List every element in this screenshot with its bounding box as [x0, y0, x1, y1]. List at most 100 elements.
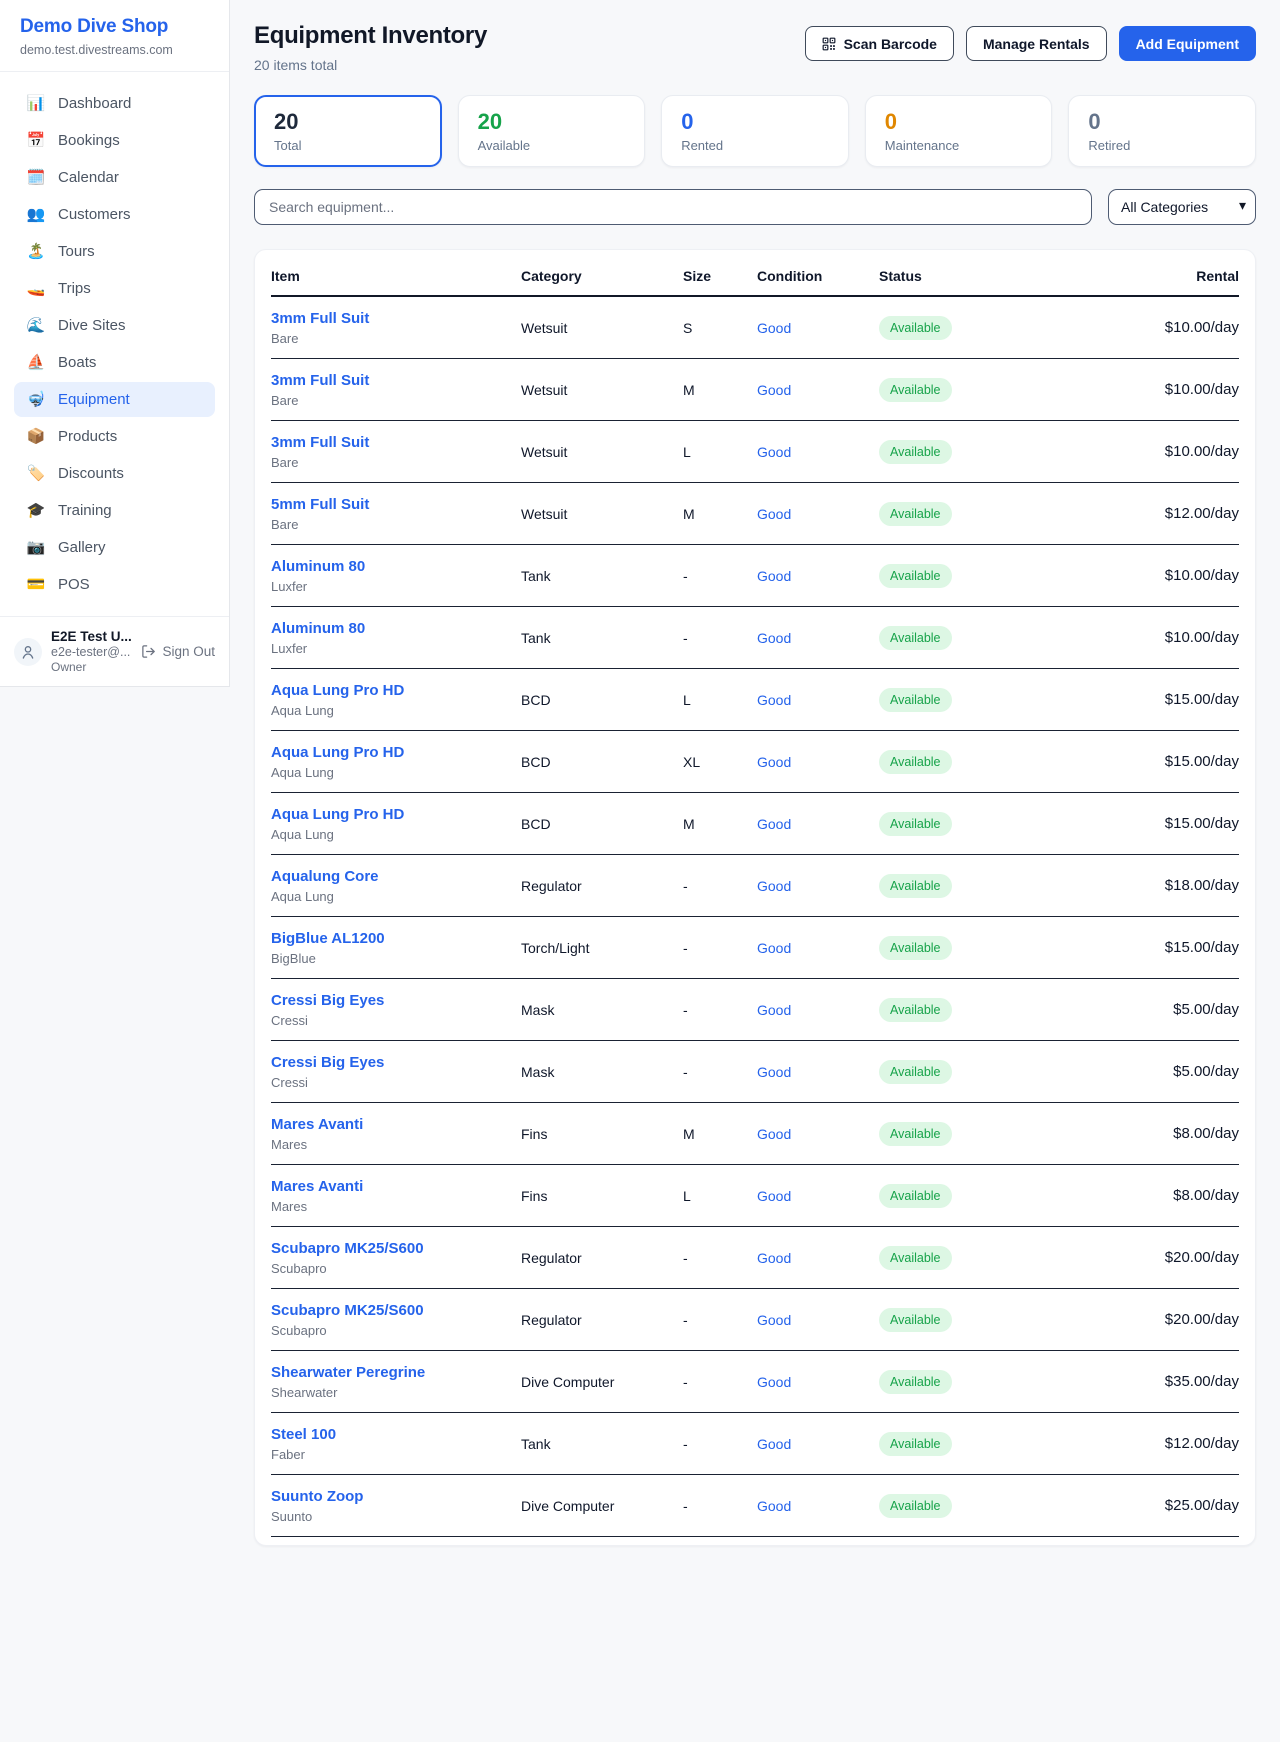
item-size: L — [683, 443, 691, 460]
nav-icon: 🌊 — [26, 317, 46, 334]
item-name-link[interactable]: 3mm Full Suit — [271, 309, 370, 327]
item-cell: Mares Avanti Mares — [271, 1178, 521, 1214]
table-row: Mares Avanti Mares Fins L Good Available… — [271, 1165, 1239, 1227]
item-rental: $35.00/day — [1164, 1373, 1239, 1390]
item-name-link[interactable]: Scubapro MK25/S600 — [271, 1239, 424, 1257]
sidebar-item-discounts[interactable]: 🏷️ Discounts — [14, 456, 215, 491]
nav-icon: 🏷️ — [26, 465, 46, 482]
table-row: Cressi Big Eyes Cressi Mask - Good Avail… — [271, 1041, 1239, 1103]
item-condition-link[interactable]: Good — [757, 1249, 792, 1266]
column-rental: Rental — [1196, 268, 1239, 284]
item-condition-link[interactable]: Good — [757, 1373, 792, 1390]
item-condition-link[interactable]: Good — [757, 319, 792, 336]
item-status-cell: Available — [879, 1059, 1017, 1084]
item-name-link[interactable]: Steel 100 — [271, 1425, 337, 1443]
item-name-link[interactable]: Aqua Lung Pro HD — [271, 681, 405, 699]
sidebar-item-products[interactable]: 📦 Products — [14, 419, 215, 454]
item-size: - — [683, 939, 688, 956]
item-condition-link[interactable]: Good — [757, 1497, 792, 1514]
item-name-link[interactable]: Mares Avanti — [271, 1177, 364, 1195]
item-name-link[interactable]: Shearwater Peregrine — [271, 1363, 426, 1381]
item-condition-link[interactable]: Good — [757, 1063, 792, 1080]
sidebar-item-dashboard[interactable]: 📊 Dashboard — [14, 86, 215, 121]
item-cell: Suunto Zoop Suunto — [271, 1488, 521, 1524]
nav-icon: 📅 — [26, 132, 46, 149]
table-row: Aqua Lung Pro HD Aqua Lung BCD XL Good A… — [271, 731, 1239, 793]
sidebar-item-equipment[interactable]: 🤿 Equipment — [14, 382, 215, 417]
item-condition-link[interactable]: Good — [757, 443, 792, 460]
stat-card-retired[interactable]: 0 Retired — [1068, 95, 1256, 167]
item-name-link[interactable]: Aluminum 80 — [271, 619, 366, 637]
column-status: Status — [879, 268, 922, 284]
status-badge: Available — [879, 1493, 952, 1518]
item-name-link[interactable]: Cressi Big Eyes — [271, 1053, 385, 1071]
item-condition-link[interactable]: Good — [757, 1187, 792, 1204]
item-name-link[interactable]: Cressi Big Eyes — [271, 991, 385, 1009]
table-row: Aqua Lung Pro HD Aqua Lung BCD L Good Av… — [271, 669, 1239, 731]
item-condition-link[interactable]: Good — [757, 753, 792, 770]
sign-out-icon — [141, 644, 156, 659]
manage-rentals-button[interactable]: Manage Rentals — [965, 26, 1107, 61]
item-condition-link[interactable]: Good — [757, 567, 792, 584]
item-name-link[interactable]: 5mm Full Suit — [271, 495, 370, 513]
item-condition-link[interactable]: Good — [757, 629, 792, 646]
category-select[interactable]: All Categories — [1108, 189, 1256, 225]
nav-icon: 💳 — [26, 576, 46, 593]
page-header: Equipment Inventory 20 items total — [254, 22, 1256, 73]
stat-card-total[interactable]: 20 Total — [254, 95, 442, 167]
stat-card-maintenance[interactable]: 0 Maintenance — [864, 95, 1053, 167]
sidebar-item-training[interactable]: 🎓 Training — [14, 493, 215, 528]
item-category: BCD — [521, 691, 551, 708]
brand-domain: demo.test.divestreams.com — [20, 43, 173, 57]
search-input[interactable] — [254, 189, 1092, 225]
item-condition-link[interactable]: Good — [757, 939, 792, 956]
sidebar-item-trips[interactable]: 🚤 Trips — [14, 271, 215, 306]
item-condition-link[interactable]: Good — [757, 1435, 792, 1452]
item-name-link[interactable]: Scubapro MK25/S600 — [271, 1301, 424, 1319]
sidebar-item-calendar[interactable]: 🗓️ Calendar — [14, 160, 215, 195]
item-size: - — [683, 877, 688, 894]
table-row: Mares Avanti Mares Fins M Good Available… — [271, 1103, 1239, 1165]
item-size: - — [683, 1249, 688, 1266]
item-name-link[interactable]: Aluminum 80 — [271, 557, 366, 575]
sidebar-item-bookings[interactable]: 📅 Bookings — [14, 123, 215, 158]
item-condition-link[interactable]: Good — [757, 691, 792, 708]
item-name-link[interactable]: Suunto Zoop — [271, 1487, 364, 1505]
item-category: Tank — [521, 1435, 551, 1452]
item-name-link[interactable]: Aqua Lung Pro HD — [271, 805, 405, 823]
item-condition-link[interactable]: Good — [757, 1001, 792, 1018]
scan-barcode-icon — [822, 37, 836, 51]
item-condition-link[interactable]: Good — [757, 815, 792, 832]
item-brand: Bare — [271, 454, 299, 470]
add-equipment-button[interactable]: Add Equipment — [1118, 26, 1256, 61]
item-name-link[interactable]: Aqualung Core — [271, 867, 379, 885]
sidebar-item-label: Discounts — [58, 465, 124, 482]
item-condition-link[interactable]: Good — [757, 1125, 792, 1142]
status-badge: Available — [879, 1059, 952, 1084]
item-brand: Mares — [271, 1198, 308, 1214]
item-name-link[interactable]: 3mm Full Suit — [271, 371, 370, 389]
sidebar-item-gallery[interactable]: 📷 Gallery — [14, 530, 215, 565]
item-status-cell: Available — [879, 749, 1017, 774]
item-category: Dive Computer — [521, 1373, 615, 1390]
item-category: Wetsuit — [521, 381, 568, 398]
stat-card-rented[interactable]: 0 Rented — [661, 95, 849, 167]
item-condition-link[interactable]: Good — [757, 381, 792, 398]
sign-out-button[interactable]: Sign Out — [141, 644, 215, 659]
scan-barcode-button[interactable]: Scan Barcode — [804, 26, 954, 61]
sidebar-item-dive-sites[interactable]: 🌊 Dive Sites — [14, 308, 215, 343]
item-name-link[interactable]: 3mm Full Suit — [271, 433, 370, 451]
item-name-link[interactable]: BigBlue AL1200 — [271, 929, 385, 947]
stat-card-available[interactable]: 20 Available — [457, 95, 646, 167]
sidebar-item-boats[interactable]: ⛵ Boats — [14, 345, 215, 380]
item-name-link[interactable]: Mares Avanti — [271, 1115, 364, 1133]
item-name-link[interactable]: Aqua Lung Pro HD — [271, 743, 405, 761]
sidebar-item-pos[interactable]: 💳 POS — [14, 567, 215, 602]
item-brand: Mares — [271, 1136, 308, 1152]
item-condition-link[interactable]: Good — [757, 505, 792, 522]
item-condition-link[interactable]: Good — [757, 1311, 792, 1328]
status-badge: Available — [879, 1245, 952, 1270]
sidebar-item-tours[interactable]: 🏝️ Tours — [14, 234, 215, 269]
sidebar-item-customers[interactable]: 👥 Customers — [14, 197, 215, 232]
item-condition-link[interactable]: Good — [757, 877, 792, 894]
